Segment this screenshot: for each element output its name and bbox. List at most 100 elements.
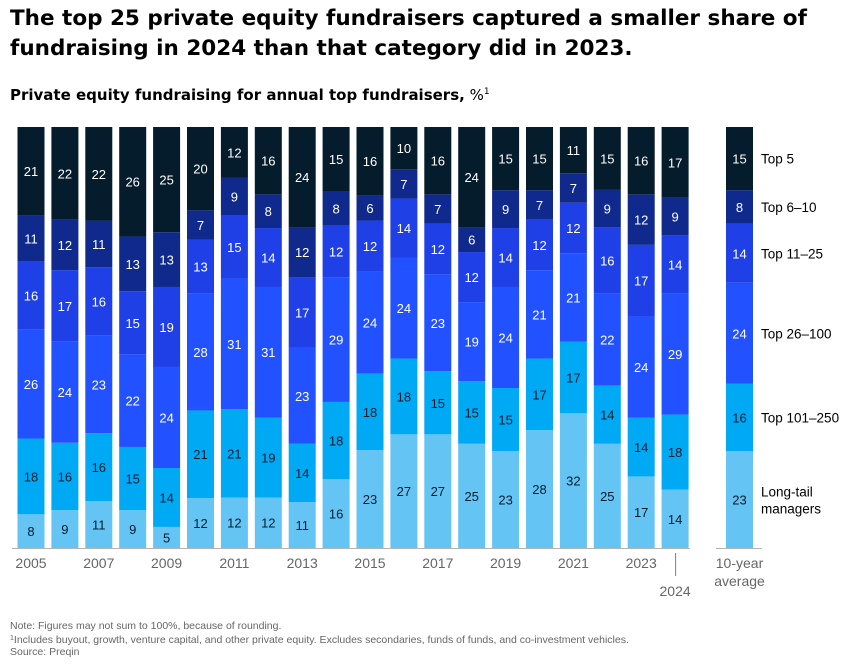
bar-segment xyxy=(559,202,587,254)
bar-data-label: 23 xyxy=(363,492,377,507)
chart-title: The top 25 private equity fundraisers ca… xyxy=(10,6,807,61)
bar-segment xyxy=(51,341,79,443)
bar-data-label: 25 xyxy=(600,489,614,504)
bar-data-label: 13 xyxy=(125,257,139,272)
x-tick-label: 2024 xyxy=(660,583,691,599)
bar-data-label: 20 xyxy=(193,162,207,177)
bar-segment xyxy=(17,215,45,262)
bar-data-label: 11 xyxy=(24,232,38,247)
bar-data-label: 14 xyxy=(668,258,682,273)
bar-segment xyxy=(220,497,248,548)
bar-data-label: 15 xyxy=(464,406,478,421)
bar-segment xyxy=(627,194,655,245)
bar-segment xyxy=(424,223,452,275)
bar-data-label: 21 xyxy=(193,447,207,462)
legend-label: Top 5 xyxy=(761,152,794,167)
bar-data-label: 29 xyxy=(329,333,343,348)
bar-data-label: 8 xyxy=(265,204,272,219)
bar-data-label: 17 xyxy=(295,305,309,320)
bar-data-label: 12 xyxy=(295,245,309,260)
bar-segment xyxy=(254,228,282,287)
bar-data-label: 9 xyxy=(231,189,238,204)
bar-segment xyxy=(85,501,113,548)
bar-segment xyxy=(51,219,79,271)
bar-segment xyxy=(288,347,316,444)
bar-data-label: 19 xyxy=(464,335,478,350)
bar-data-label: 23 xyxy=(498,493,512,508)
bar-data-label: 12 xyxy=(58,238,72,253)
subtitle-label: Private equity fundraising for annual to… xyxy=(10,86,465,104)
subtitle-unit: % xyxy=(469,86,484,104)
bar-segment xyxy=(492,451,520,548)
bar-segment xyxy=(356,127,384,196)
bar-data-label: 19 xyxy=(159,320,173,335)
chart-notes: Note: Figures may not sum to 100%, becau… xyxy=(10,620,629,659)
bar-data-label: 16 xyxy=(92,294,106,309)
bar-data-label: 16 xyxy=(634,154,648,169)
bar-data-label: 14 xyxy=(295,466,309,481)
bar-data-label: 12 xyxy=(363,239,377,254)
bar-data-label: 14 xyxy=(600,408,614,423)
average-bar-data-label: 15 xyxy=(732,152,746,167)
bar-data-label: 16 xyxy=(24,288,38,303)
bar-data-label: 12 xyxy=(431,242,445,257)
average-bar-segment xyxy=(726,223,753,283)
bar-data-label: 9 xyxy=(129,522,136,537)
bar-segment xyxy=(492,127,520,191)
bar-segment xyxy=(119,446,147,511)
bar-segment xyxy=(187,497,214,548)
bar-segment xyxy=(661,127,689,198)
bar-segment xyxy=(17,329,45,439)
bar-segment xyxy=(458,302,486,382)
bar-data-label: 9 xyxy=(671,210,678,225)
bar-segment xyxy=(85,335,113,434)
bar-data-label: 7 xyxy=(536,198,543,213)
bar-data-label: 25 xyxy=(159,173,173,188)
bar-segment xyxy=(17,127,45,216)
bar-segment xyxy=(356,271,384,374)
bar-data-label: 27 xyxy=(431,484,445,499)
bar-data-label: 17 xyxy=(634,505,648,520)
bar-data-label: 7 xyxy=(570,181,577,196)
bar-data-label: 28 xyxy=(532,482,546,497)
bar-segment xyxy=(559,341,587,414)
bar-data-label: 18 xyxy=(329,434,343,449)
bar-data-label: 6 xyxy=(468,233,475,248)
bar-segment xyxy=(661,197,689,236)
bar-segment xyxy=(526,270,553,359)
bar-segment xyxy=(424,371,452,435)
bar-segment xyxy=(526,219,553,271)
bar-data-label: 16 xyxy=(329,507,343,522)
bar-data-label: 14 xyxy=(498,251,512,266)
bar-segment xyxy=(661,293,689,415)
bar-segment xyxy=(356,220,384,272)
bar-segment xyxy=(254,417,282,498)
average-label-line: 10-year xyxy=(716,555,764,571)
bar-segment xyxy=(322,225,350,278)
bar-data-label: 15 xyxy=(329,152,343,167)
bar-segment xyxy=(288,127,316,228)
bar-segment xyxy=(627,127,655,195)
bar-data-label: 12 xyxy=(329,245,343,260)
bar-segment xyxy=(559,253,587,342)
bar-data-label: 29 xyxy=(668,347,682,362)
bar-data-label: 14 xyxy=(261,251,275,266)
bar-segment xyxy=(220,127,248,178)
average-bar-data-label: 14 xyxy=(732,246,746,261)
bar-data-label: 24 xyxy=(363,316,377,331)
bar-segment xyxy=(593,127,621,190)
bar-segment xyxy=(492,228,520,287)
bar-data-label: 12 xyxy=(193,516,207,531)
bar-data-label: 24 xyxy=(634,360,648,375)
bar-data-label: 23 xyxy=(92,377,106,392)
bar-segment xyxy=(458,443,486,548)
average-bar-segment xyxy=(726,127,753,191)
bar-data-label: 13 xyxy=(193,260,207,275)
bar-segment xyxy=(51,510,79,548)
bar-segment xyxy=(593,189,621,228)
bar-segment xyxy=(627,476,655,548)
bar-segment xyxy=(526,127,553,191)
bar-data-label: 16 xyxy=(261,154,275,169)
bar-data-label: 28 xyxy=(193,345,207,360)
bar-data-label: 6 xyxy=(366,201,373,216)
